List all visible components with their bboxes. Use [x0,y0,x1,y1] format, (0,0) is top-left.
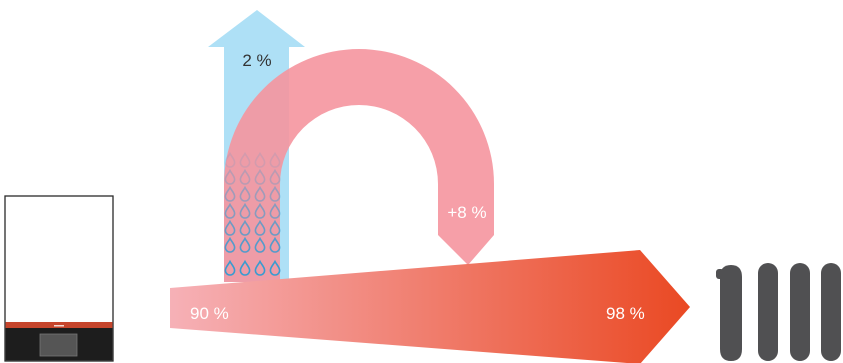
output-efficiency-label: 98 % [606,304,645,323]
input-efficiency-label: 90 % [190,304,229,323]
recovered-gain-label: +8 % [447,203,486,222]
radiator-icon [716,263,841,361]
heat-recovery-arc [224,49,494,283]
exhaust-loss-label: 2 % [242,51,271,70]
boiler-icon [4,195,114,362]
main-efficiency-arrow [170,250,690,363]
